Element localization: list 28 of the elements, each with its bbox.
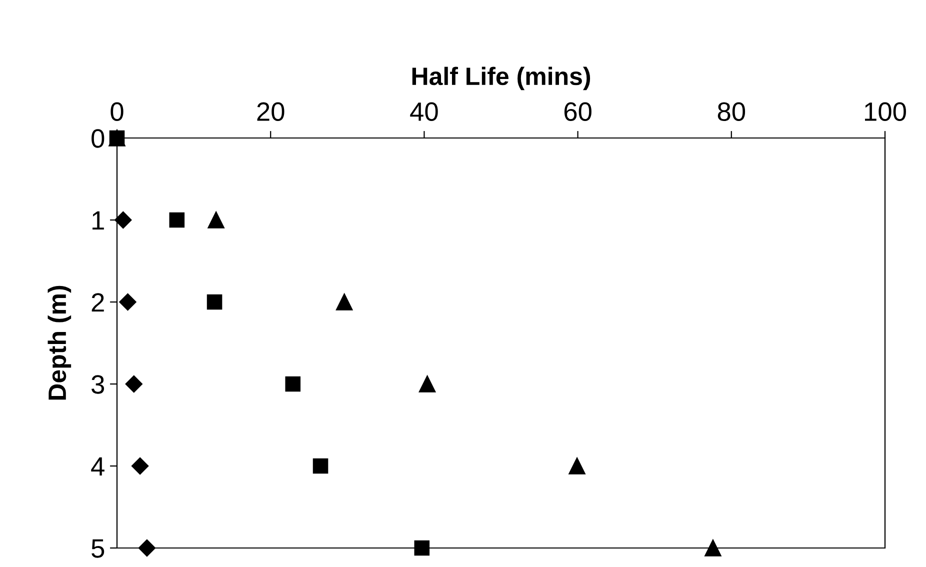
point <box>125 375 142 393</box>
point <box>208 212 224 228</box>
point <box>114 211 132 229</box>
x-tick-label: 40 <box>410 102 438 121</box>
y-axis-title: Depth (m) <box>48 286 72 400</box>
y-tick-label: 1 <box>92 211 104 230</box>
x-tick-label: 100 <box>865 102 906 121</box>
x-tick-label: 80 <box>718 102 746 121</box>
y-tick-label: 3 <box>92 375 104 394</box>
point <box>169 212 185 228</box>
y-tick-label: 4 <box>91 457 104 476</box>
point <box>414 540 430 556</box>
point <box>568 458 586 474</box>
point <box>336 294 353 310</box>
y-tick-label: 0 <box>92 129 104 148</box>
y-tick-label: 5 <box>92 539 104 558</box>
x-axis-title: Half Life (mins) <box>412 66 590 90</box>
point <box>312 458 328 474</box>
x-tick-label: 20 <box>257 102 284 121</box>
point <box>285 376 301 392</box>
point <box>206 294 222 310</box>
point <box>119 293 136 311</box>
y-tick-label: 2 <box>92 293 104 312</box>
point <box>418 376 436 392</box>
x-tick-label: 60 <box>564 102 592 121</box>
point <box>131 457 149 475</box>
point <box>704 540 722 556</box>
x-tick-label: 0 <box>110 102 124 121</box>
